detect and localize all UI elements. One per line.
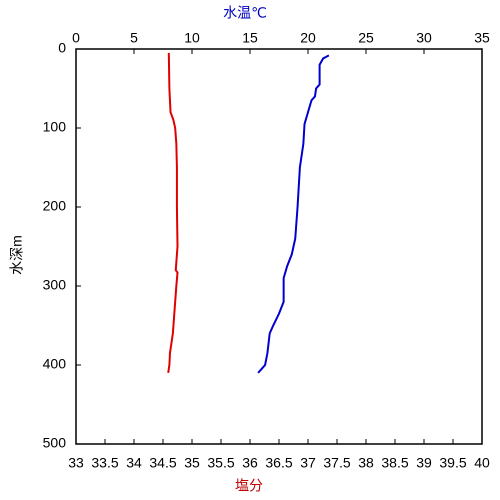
x2-tick-label: 35 [474, 30, 490, 46]
top-axis-title: 水温℃ [223, 5, 267, 21]
x-tick-label: 35.5 [207, 455, 234, 471]
y-axis-title: 水深m [9, 235, 25, 275]
x-tick-label: 37.5 [323, 455, 350, 471]
y-tick-label: 100 [43, 119, 67, 135]
x-tick-label: 35 [184, 455, 200, 471]
plot-frame [75, 48, 483, 445]
x2-tick-label: 0 [72, 30, 80, 46]
bottom-axis-title: 塩分 [235, 478, 263, 494]
y-tick-label: 200 [43, 198, 67, 214]
x2-tick-label: 20 [300, 30, 316, 46]
x-tick-label: 34 [126, 455, 142, 471]
x2-tick-label: 10 [184, 30, 200, 46]
y-tick-label: 300 [43, 277, 67, 293]
y-tick-label: 400 [43, 356, 67, 372]
x2-tick-label: 25 [358, 30, 374, 46]
y-tick-label: 500 [43, 435, 67, 451]
x-tick-label: 33 [68, 455, 84, 471]
x-tick-label: 39.5 [439, 455, 466, 471]
x-tick-label: 40 [474, 455, 490, 471]
profile-line [167, 52, 179, 374]
x-tick-label: 36.5 [265, 455, 292, 471]
x-tick-label: 38 [358, 455, 374, 471]
profile-line [257, 54, 330, 374]
x-tick-label: 37 [300, 455, 316, 471]
x-tick-label: 39 [416, 455, 432, 471]
x2-tick-label: 30 [416, 30, 432, 46]
x-tick-label: 34.5 [149, 455, 176, 471]
x-tick-label: 36 [242, 455, 258, 471]
x2-tick-label: 5 [130, 30, 138, 46]
x-tick-label: 38.5 [381, 455, 408, 471]
x2-tick-label: 15 [242, 30, 258, 46]
y-tick-label: 0 [58, 40, 66, 56]
x-tick-label: 33.5 [91, 455, 118, 471]
